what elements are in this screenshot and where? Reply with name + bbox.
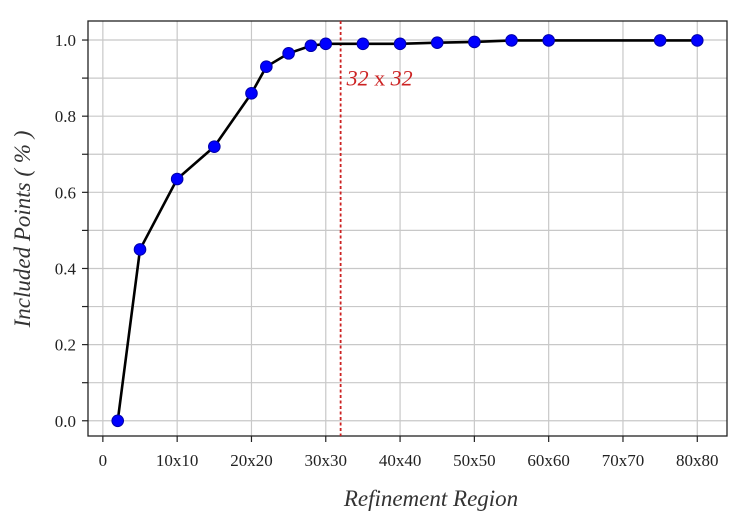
axes: [87, 20, 728, 437]
y-tick-label: 0.2: [55, 336, 76, 355]
x-tick-label: 10x10: [156, 451, 199, 470]
data-point: [393, 37, 407, 51]
data-point: [505, 34, 518, 47]
x-tick-label: 70x70: [602, 451, 645, 470]
y-axis-title: Included Points ( % ): [10, 131, 35, 329]
annotations: 32 x 32: [346, 66, 413, 91]
x-tick-label: 30x30: [305, 451, 348, 470]
plot-frame: [87, 20, 728, 437]
annotation-num1: 32: [346, 66, 369, 91]
data-point: [170, 172, 184, 186]
data-point: [430, 36, 444, 50]
data-point: [542, 34, 555, 47]
x-tick-label: 50x50: [453, 451, 496, 470]
x-tick-label: 80x80: [676, 451, 719, 470]
x-tick-label: 0: [99, 451, 108, 470]
grid: [88, 21, 727, 436]
annotation-sep: x: [369, 66, 391, 91]
data-point: [282, 47, 295, 60]
y-tick-label: 1.0: [55, 31, 76, 50]
data-point: [304, 39, 318, 53]
y-tick-label: 0.6: [55, 183, 76, 202]
data-point: [111, 414, 125, 428]
data-point: [356, 37, 370, 51]
data-point: [245, 87, 258, 100]
data-point: [319, 37, 333, 51]
data-point: [690, 34, 704, 47]
x-tick-label: 60x60: [527, 451, 570, 470]
x-tick-label: 40x40: [379, 451, 422, 470]
x-axis-title: Refinement Region: [343, 486, 518, 511]
y-tick-label: 0.0: [55, 412, 76, 431]
y-tick-label: 0.8: [55, 107, 76, 126]
vline-annotation: 32 x 32: [346, 66, 413, 91]
ticks: 0 10x10 20x20 30x30 40x40 50x50 60x60 70x70 80x8…: [55, 31, 719, 470]
data-point: [468, 35, 481, 49]
series-marks: [111, 21, 704, 436]
data-point: [653, 34, 667, 47]
annotation-num2: 32: [390, 66, 413, 91]
data-point: [260, 60, 273, 73]
y-tick-label: 0.4: [55, 259, 77, 278]
x-tick-label: 20x20: [230, 451, 273, 470]
data-point: [133, 243, 147, 256]
data-point: [208, 140, 221, 153]
